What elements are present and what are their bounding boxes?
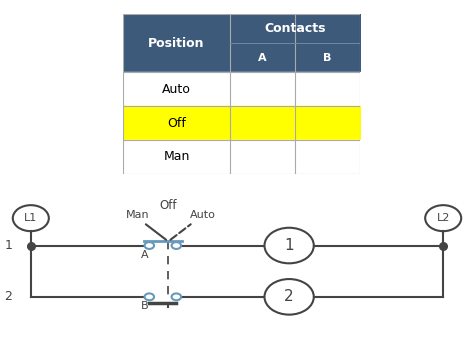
Circle shape: [145, 242, 154, 249]
Circle shape: [172, 242, 181, 249]
Text: 2: 2: [5, 290, 12, 303]
Text: Auto: Auto: [190, 210, 215, 220]
Text: Position: Position: [148, 37, 205, 50]
Text: Contacts: Contacts: [264, 22, 326, 35]
Circle shape: [172, 294, 181, 300]
Circle shape: [145, 294, 154, 300]
Text: B: B: [323, 53, 332, 62]
Text: Man: Man: [126, 210, 149, 220]
Text: L2: L2: [437, 213, 450, 223]
Text: Off: Off: [160, 199, 177, 212]
Text: 1: 1: [284, 238, 294, 253]
Text: 2: 2: [284, 289, 294, 304]
Text: Man: Man: [164, 151, 190, 163]
Text: A: A: [258, 53, 267, 62]
Text: A: A: [141, 250, 148, 260]
Text: 1: 1: [5, 239, 12, 252]
Text: L1: L1: [24, 213, 37, 223]
Text: Off: Off: [167, 116, 186, 130]
Text: B: B: [141, 301, 148, 311]
Text: Auto: Auto: [162, 83, 191, 95]
